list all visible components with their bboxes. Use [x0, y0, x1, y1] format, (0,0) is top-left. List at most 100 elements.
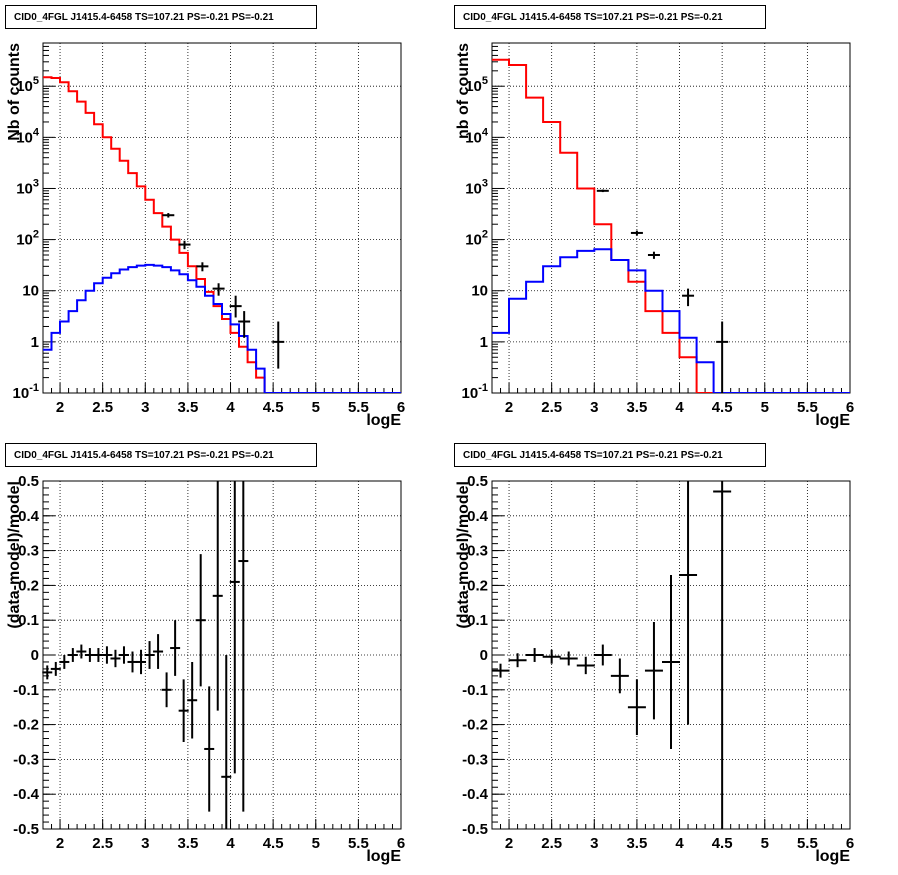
- y-tick-exponent: 3: [482, 177, 488, 189]
- x-tick-label: 5: [761, 835, 769, 852]
- x-axis-label: logE: [366, 848, 401, 865]
- x-tick-label: 3.5: [177, 399, 198, 416]
- x-tick-label: 2.5: [92, 835, 113, 852]
- y-tick-base: 10: [16, 232, 33, 249]
- y-tick-label: -0.3: [462, 751, 488, 768]
- model-total-histogram: [492, 58, 850, 393]
- x-tick-label: 6: [846, 399, 854, 416]
- plot-frame: [491, 42, 851, 394]
- chart-panel-3: 2 2.5 3 3.5 4 4.5 5 5.5 6 -0.5 -0.4 -0.3 -0.2 -0.1 0 0.…: [6, 473, 405, 865]
- y-tick-base: 10: [16, 78, 33, 95]
- x-tick-label: 3: [141, 399, 149, 416]
- y-tick-label: 103: [16, 177, 39, 197]
- y-tick-base: 10: [465, 78, 482, 95]
- y-tick-base: 10: [13, 385, 30, 402]
- x-tick-label: 2.5: [541, 399, 562, 416]
- y-tick-exponent: 2: [33, 229, 39, 241]
- x-tick-label: 2.5: [92, 399, 113, 416]
- x-axis-label: logE: [815, 412, 850, 429]
- x-tick-label: 4: [675, 835, 684, 852]
- y-tick-label: 0.1: [467, 612, 488, 629]
- y-axis-label: Nb of counts: [6, 43, 23, 141]
- y-tick-label: -0.5: [462, 821, 488, 838]
- y-axis-label: (data-model)/model: [6, 481, 23, 629]
- y-tick-exponent: 4: [482, 126, 489, 138]
- model-total-histogram: [43, 76, 401, 393]
- y-tick-label: 0.5: [467, 473, 488, 490]
- y-tick-label: -0.1: [13, 682, 39, 699]
- y-tick-label: 0.2: [467, 577, 488, 594]
- y-axis-label: (data-model)/model: [455, 481, 472, 629]
- x-tick-label: 5.5: [797, 835, 818, 852]
- y-tick-base: 10: [465, 180, 482, 197]
- x-tick-label: 2: [505, 835, 513, 852]
- x-tick-label: 2.5: [541, 835, 562, 852]
- x-tick-label: 3.5: [177, 835, 198, 852]
- x-axis-label: logE: [815, 848, 850, 865]
- x-tick-label: 4.5: [263, 399, 284, 416]
- chart-panel-1: 2 2.5 3 3.5 4 4.5 5 5.5 610-1110102103104105logE…: [6, 42, 405, 429]
- y-tick-label: -0.4: [462, 786, 489, 803]
- y-tick-exponent: 5: [482, 75, 488, 87]
- y-tick-label: 0.4: [18, 508, 40, 525]
- y-tick-label: 102: [16, 229, 39, 249]
- y-tick-exponent: -1: [478, 382, 488, 394]
- x-tick-label: 5.5: [797, 399, 818, 416]
- x-tick-label: 6: [397, 835, 405, 852]
- plot-frame: [42, 42, 402, 394]
- y-tick-label: 105: [465, 75, 488, 95]
- x-tick-label: 3.5: [626, 399, 647, 416]
- y-tick-label: -0.4: [13, 786, 40, 803]
- plot-frame: [42, 480, 402, 830]
- y-tick-label: 103: [465, 177, 488, 197]
- y-tick-label: -0.5: [13, 821, 39, 838]
- x-tick-label: 4: [226, 399, 235, 416]
- y-tick-exponent: 4: [33, 126, 40, 138]
- y-tick-base: 10: [465, 129, 482, 146]
- x-tick-label: 5.5: [348, 835, 369, 852]
- y-tick-base: 10: [16, 180, 33, 197]
- y-tick-label: 0.1: [18, 612, 39, 629]
- y-tick-label: 0.2: [18, 577, 39, 594]
- x-tick-label: 4.5: [712, 399, 733, 416]
- y-tick-label: 0.4: [467, 508, 489, 525]
- model-source-histogram: [43, 263, 401, 393]
- x-tick-label: 2: [56, 835, 64, 852]
- y-tick-label: 104: [465, 126, 489, 146]
- x-tick-label: 4.5: [263, 835, 284, 852]
- y-tick-exponent: 2: [482, 229, 488, 241]
- y-axis-label: nb of counts: [455, 43, 472, 139]
- y-tick-label: 10-1: [462, 382, 488, 402]
- x-tick-label: 5: [761, 399, 769, 416]
- x-tick-label: 5.5: [348, 399, 369, 416]
- y-tick-label: 10: [22, 283, 39, 300]
- y-tick-label: 10-1: [13, 382, 39, 402]
- x-tick-label: 3: [590, 399, 598, 416]
- y-tick-label: 10: [471, 283, 488, 300]
- y-tick-exponent: -1: [29, 382, 39, 394]
- y-tick-base: 10: [462, 385, 479, 402]
- x-tick-label: 4: [675, 399, 684, 416]
- y-tick-label: 105: [16, 75, 39, 95]
- x-tick-label: 4: [226, 835, 235, 852]
- x-axis-label: logE: [366, 412, 401, 429]
- y-tick-label: 1: [480, 334, 488, 351]
- y-tick-label: 0.3: [18, 543, 39, 560]
- x-tick-label: 2: [505, 399, 513, 416]
- x-tick-label: 3: [590, 835, 598, 852]
- y-tick-exponent: 3: [33, 177, 39, 189]
- y-tick-label: -0.2: [13, 717, 39, 734]
- panel-title-2: CID0_4FGL J1415.4-6458 TS=107.21 PS=-0.2…: [454, 5, 766, 29]
- x-tick-label: 5: [312, 399, 320, 416]
- chart-panel-4: 2 2.5 3 3.5 4 4.5 5 5.5 6 -0.5 -0.4 -0.3 -0.2 -0.1 0 0.…: [455, 473, 854, 865]
- y-tick-label: -0.3: [13, 751, 39, 768]
- model-source-histogram: [492, 248, 850, 393]
- y-tick-exponent: 5: [33, 75, 39, 87]
- plot-frame: [491, 480, 851, 830]
- y-tick-label: 0: [480, 647, 488, 664]
- y-tick-label: 1: [31, 334, 39, 351]
- x-tick-label: 3: [141, 835, 149, 852]
- x-tick-label: 6: [397, 399, 405, 416]
- x-tick-label: 3.5: [626, 835, 647, 852]
